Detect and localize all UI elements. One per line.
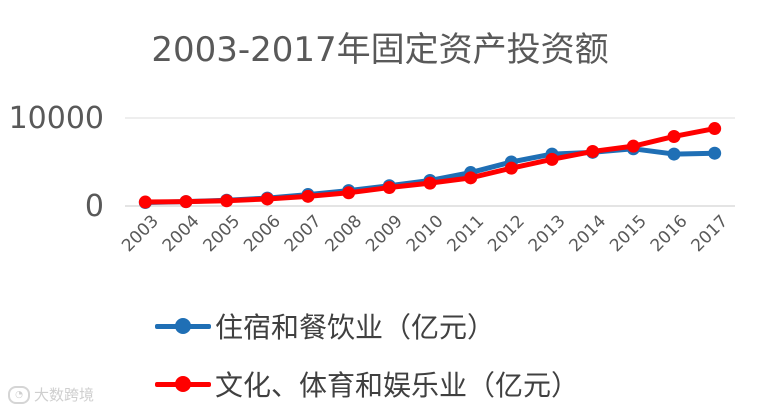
- watermark: ◔ 大数跨境: [8, 384, 94, 405]
- x-tick-label: 2007: [281, 211, 326, 256]
- chart-title: 2003-2017年固定资产投资额: [151, 30, 609, 70]
- data-point: [179, 195, 193, 209]
- gridlines: [125, 117, 735, 207]
- data-point: [586, 144, 600, 158]
- x-tick-label: 2016: [647, 211, 692, 256]
- x-tick-label: 2015: [606, 211, 651, 256]
- data-point: [301, 189, 315, 203]
- watermark-logo-icon: ◔: [8, 385, 30, 404]
- x-tick-label: 2011: [443, 211, 488, 256]
- data-point: [423, 176, 437, 190]
- y-axis-ticks: 0 10000: [9, 101, 104, 224]
- x-tick-label: 2005: [199, 211, 244, 256]
- data-point: [342, 186, 356, 200]
- y-tick-label: 0: [85, 189, 104, 224]
- x-tick-label: 2014: [565, 211, 610, 256]
- data-point: [504, 161, 518, 175]
- x-tick-label: 2009: [362, 211, 407, 256]
- y-tick-label: 10000: [9, 101, 104, 136]
- data-point: [545, 152, 559, 166]
- data-point: [626, 139, 640, 153]
- x-tick-label: 2003: [118, 211, 163, 256]
- data-point: [464, 171, 478, 185]
- data-point: [260, 192, 274, 206]
- data-point: [382, 181, 396, 195]
- x-tick-label: 2010: [403, 211, 448, 256]
- x-tick-label: 2008: [321, 211, 366, 256]
- legend-swatch-culture: [155, 369, 211, 399]
- legend-swatch-accommodation: [155, 311, 211, 341]
- data-point: [220, 194, 234, 208]
- legend-item-culture: 文化、体育和娱乐业（亿元）: [155, 362, 579, 406]
- data-point: [138, 195, 152, 209]
- data-point: [708, 146, 722, 160]
- x-tick-label: 2004: [159, 211, 204, 256]
- data-point: [667, 147, 681, 161]
- x-tick-label: 2017: [687, 211, 732, 256]
- series-culture: [138, 122, 722, 209]
- series-line: [142, 126, 718, 205]
- watermark-text: 大数跨境: [34, 386, 95, 404]
- x-tick-label: 2013: [525, 211, 570, 256]
- x-tick-label: 2012: [484, 211, 529, 256]
- data-point: [708, 122, 722, 136]
- legend-label-accommodation: 住宿和餐饮业（亿元）: [215, 311, 496, 344]
- x-axis-ticks: 2003200420052006200720082009201020112012…: [118, 211, 732, 256]
- series-lines: [138, 122, 722, 209]
- legend-item-accommodation: 住宿和餐饮业（亿元）: [155, 304, 495, 348]
- data-point: [667, 129, 681, 143]
- x-tick-label: 2006: [240, 211, 285, 256]
- legend-label-culture: 文化、体育和娱乐业（亿元）: [215, 369, 580, 402]
